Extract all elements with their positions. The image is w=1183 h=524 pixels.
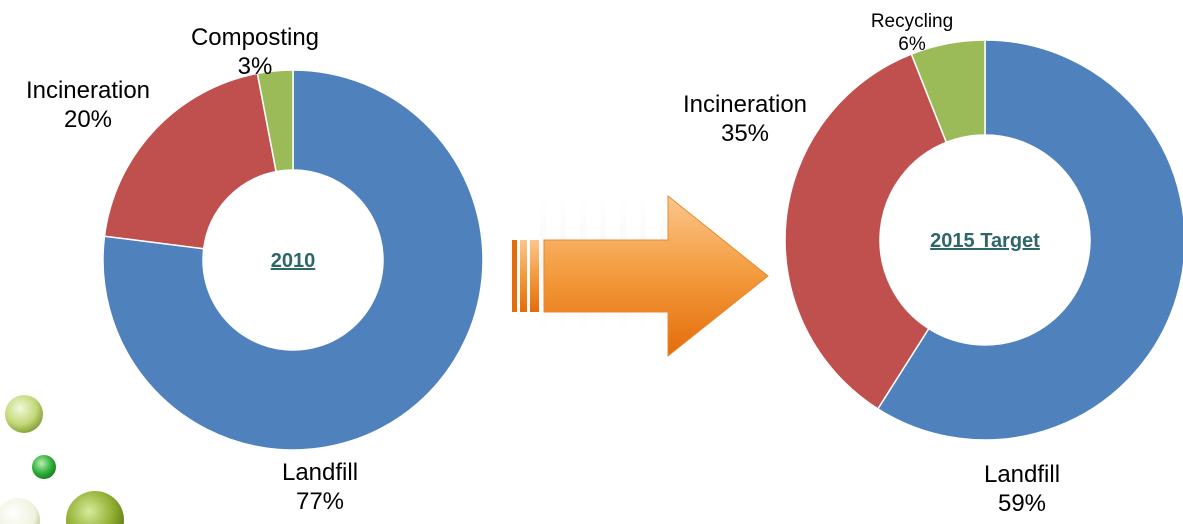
donut-slice-recycling [910,39,986,144]
center-label: 2015 Target [930,230,1040,252]
slice-label-landfill: Landfill [984,461,1060,488]
donut-slice-composting [256,69,294,173]
slice-label-landfill: Landfill [282,459,358,486]
donut-slice-incineration [784,53,948,410]
donut-hole [881,136,1089,344]
slice-label-incineration: Incineration [26,77,150,104]
slice-label-incineration: Incineration [683,91,807,118]
donut-slice-incineration [103,72,278,250]
slice-label-composting: Composting [191,24,319,51]
green-bubble-icon [0,395,124,524]
slice-value-composting: 3% [238,53,273,80]
slice-value-landfill: 59% [998,490,1046,517]
slice-value-incineration: 35% [721,120,769,147]
donut-hole [204,171,382,349]
slice-value-recycling: 6% [898,34,926,55]
center-label: 2010 [271,250,316,272]
arrow-right-icon [512,194,769,358]
slice-value-landfill: 77% [296,488,344,515]
donut-slice-landfill [102,69,484,451]
donut-slice-landfill [876,39,1183,441]
slice-label-recycling: Recycling [871,11,953,32]
slice-value-incineration: 20% [64,106,112,133]
